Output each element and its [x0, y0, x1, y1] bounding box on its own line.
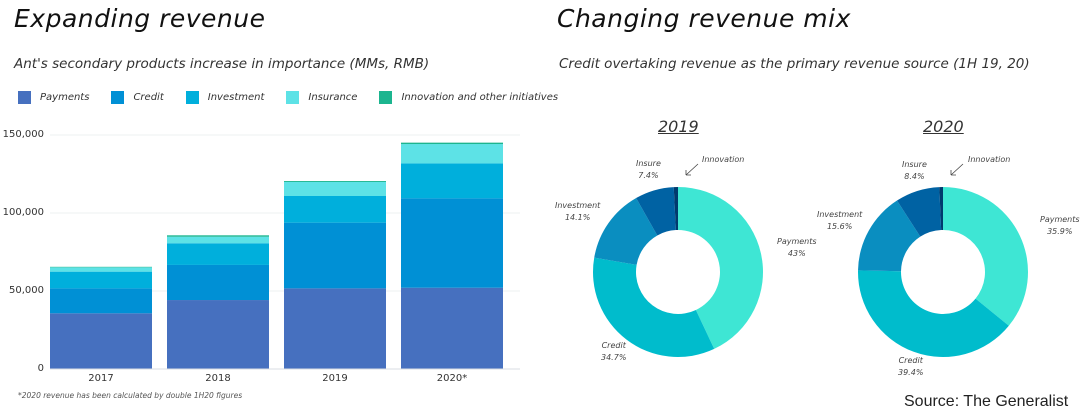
donut-title-2019: 2019: [658, 117, 699, 136]
donut-slice-investment-2020: [858, 200, 921, 272]
bar-chart-title: Expanding revenue: [14, 4, 266, 33]
legend-item-payments: Payments: [18, 91, 89, 104]
bar-segment-innovation-2020: [401, 142, 503, 145]
bar-segment-innovation-2019: [284, 181, 386, 182]
bar-segment-insurance-2020: [401, 144, 503, 164]
legend-swatch: [111, 91, 125, 104]
donut-title-2020: 2020: [923, 117, 964, 136]
bar-segment-credit-2018: [167, 264, 269, 301]
source-credit: Source: The Generalist: [904, 393, 1069, 410]
donut-slice-payments-2019: [678, 187, 763, 349]
donut-slice-credit-2020: [858, 270, 1009, 357]
bar-segment-innovation-2018: [167, 235, 269, 237]
innovation-arrow-icon: [950, 163, 964, 176]
slice-label-credit: Credit 34.7%: [601, 341, 627, 362]
bar-chart-subtitle: Ant's secondary products increase in imp…: [14, 56, 430, 72]
bar-segment-investment-2018: [167, 243, 269, 265]
legend-item-investment: Investment: [185, 91, 265, 104]
bar-segment-insurance-2019: [284, 181, 386, 196]
bar-segment-investment-2020: [401, 163, 503, 199]
donut-slice-insure-2020: [897, 187, 942, 237]
donut-section-subtitle: Credit overtaking revenue as the primary…: [559, 56, 1030, 72]
slice-label-innovation: Innovation: [702, 155, 745, 164]
bar-segment-payments-2018: [167, 300, 269, 369]
legend-item-innovation: Innovation and other initiatives: [379, 91, 558, 104]
legend-label: Credit: [133, 92, 164, 103]
slice-label-investment: Investment 14.1%: [555, 201, 601, 222]
legend-swatch: [185, 91, 199, 104]
x-tick-label: 2019: [322, 373, 348, 384]
x-tick-label: 2020*: [436, 373, 468, 384]
legend-item-insurance: Insurance: [286, 91, 357, 104]
donut-slice-innovation-2020: [939, 187, 943, 231]
y-tick-label: 150,000: [2, 129, 44, 140]
x-tick-label: 2017: [88, 373, 114, 384]
slice-label-insure: Insure 7.4%: [636, 159, 661, 180]
bar-segment-insurance-2018: [167, 236, 269, 244]
footnote: *2020 revenue has been calculated by dou…: [18, 391, 243, 400]
legend-label: Payments: [40, 92, 90, 103]
bar-segment-payments-2019: [284, 288, 386, 369]
donut-slice-insure-2019: [636, 187, 676, 236]
legend-swatch: [379, 91, 393, 104]
bar-segment-investment-2019: [284, 195, 386, 223]
donut-slice-investment-2019: [594, 198, 658, 265]
bar-segment-insurance-2017: [50, 267, 152, 272]
bar-segment-payments-2020: [401, 287, 503, 369]
bar-segment-innovation-2017: [50, 266, 152, 268]
donut-section-title: Changing revenue mix: [557, 4, 851, 33]
bar-legend: Payments Credit Investment Insurance Inn…: [18, 91, 580, 104]
slice-label-insure: Insure 8.4%: [902, 160, 927, 181]
bar-segment-credit-2019: [284, 222, 386, 289]
legend-swatch: [18, 91, 31, 104]
bar-segment-payments-2017: [50, 313, 152, 369]
y-tick-label: 0: [37, 363, 44, 374]
legend-swatch: [286, 91, 300, 104]
y-tick-label: 100,000: [2, 207, 44, 218]
donut-slice-innovation-2019: [673, 187, 678, 231]
slice-label-investment: Investment 15.6%: [817, 210, 863, 231]
legend-label: Investment: [207, 92, 265, 103]
bar-segment-credit-2020: [401, 198, 503, 288]
slice-label-innovation: Innovation: [968, 155, 1011, 164]
legend-label: Innovation and other initiatives: [401, 92, 559, 103]
slice-label-payments: Payments 43%: [777, 237, 817, 258]
x-tick-label: 2018: [205, 373, 231, 384]
slice-label-credit: Credit 39.4%: [898, 356, 924, 377]
slice-label-payments: Payments 35.9%: [1040, 215, 1080, 236]
donut-slice-credit-2019: [593, 257, 715, 358]
bar-segment-investment-2017: [50, 271, 152, 289]
bar-segment-credit-2017: [50, 288, 152, 314]
legend-item-credit: Credit: [111, 91, 164, 104]
innovation-arrow-icon: [685, 163, 699, 176]
y-tick-label: 50,000: [9, 285, 44, 296]
donut-slice-payments-2020: [943, 187, 1028, 326]
legend-label: Insurance: [308, 92, 358, 103]
